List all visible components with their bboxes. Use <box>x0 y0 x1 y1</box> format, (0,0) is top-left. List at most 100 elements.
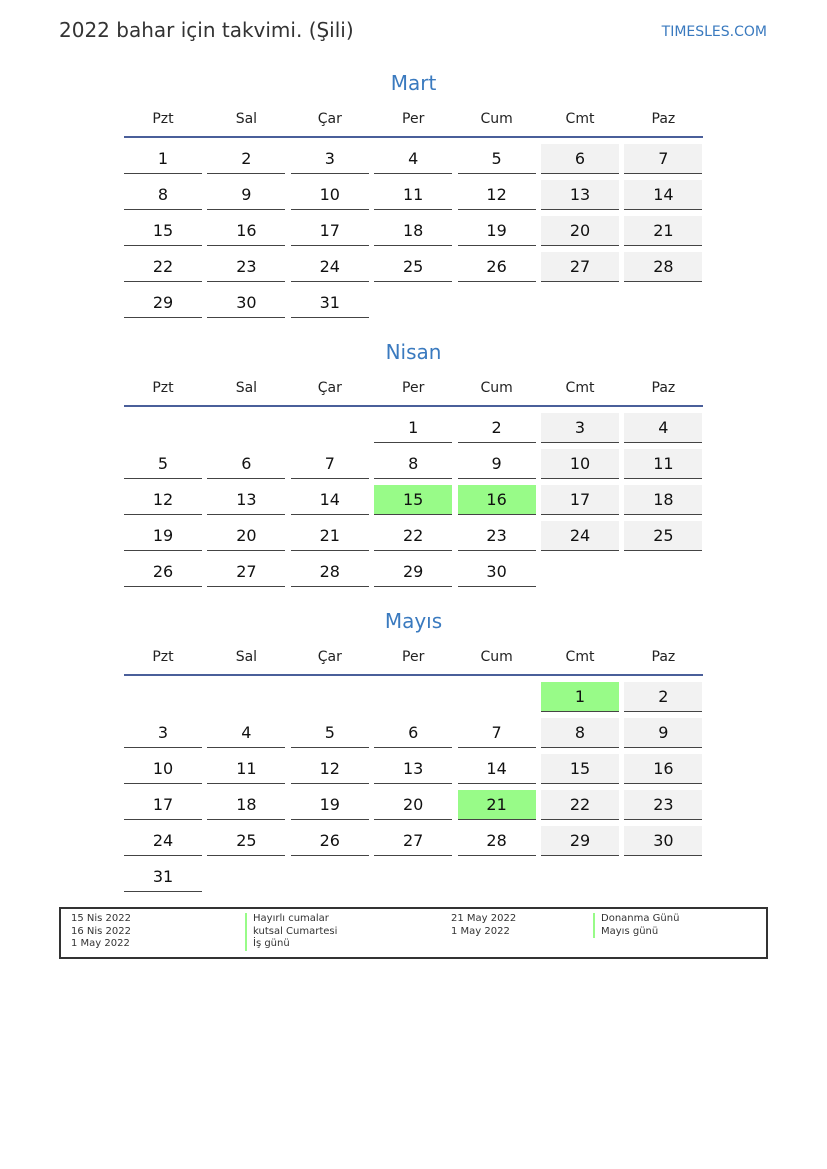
header-rule <box>124 674 703 676</box>
weekday-label: Sal <box>235 111 258 127</box>
day-cell: 4 <box>374 144 453 174</box>
weekday-label: Cmt <box>565 380 595 396</box>
day-cell: 23 <box>457 521 536 551</box>
month-title: Mayıs <box>384 609 443 633</box>
legend-names-2: Donanma Günü Mayıs günü <box>593 913 679 938</box>
holiday-day-cell: 15 <box>374 485 453 515</box>
day-cell: 27 <box>207 557 286 587</box>
day-cell: 14 <box>624 180 703 210</box>
day-cell: 28 <box>624 252 703 282</box>
day-cell: 16 <box>207 216 286 246</box>
day-cell: 6 <box>541 144 619 174</box>
day-cell: 28 <box>290 557 369 587</box>
holiday-legend: 15 Nis 2022 16 Nis 2022 1 May 2022 Hayır… <box>59 907 768 959</box>
day-cell: 7 <box>290 449 369 479</box>
legend-holiday-name: Donanma Günü <box>593 913 679 926</box>
day-cell: 26 <box>457 252 536 282</box>
day-cell: 24 <box>290 252 369 282</box>
day-cell: 19 <box>290 790 369 820</box>
day-cell: 1 <box>124 144 202 174</box>
legend-holiday-name: İş günü <box>245 938 337 951</box>
day-cell: 30 <box>624 826 703 856</box>
weekday-label: Çar <box>317 649 342 665</box>
day-cell: 13 <box>207 485 286 515</box>
day-cell: 1 <box>374 413 453 443</box>
day-cell: 4 <box>624 413 703 443</box>
day-cell: 15 <box>541 754 619 784</box>
day-cell: 19 <box>124 521 202 551</box>
day-cell: 22 <box>124 252 202 282</box>
day-cell: 21 <box>624 216 703 246</box>
day-cell: 29 <box>124 288 202 318</box>
day-cell: 21 <box>290 521 369 551</box>
legend-dates-2: 21 May 2022 1 May 2022 <box>451 913 516 938</box>
legend-names-1: Hayırlı cumalar kutsal Cumartesi İş günü <box>245 913 337 951</box>
day-cell: 31 <box>124 862 202 892</box>
header-rule <box>124 405 703 407</box>
month-title: Mart <box>390 71 437 95</box>
weekday-label: Çar <box>317 111 342 127</box>
day-cell: 11 <box>207 754 286 784</box>
weekday-label: Çar <box>317 380 342 396</box>
day-cell: 27 <box>541 252 619 282</box>
day-cell: 12 <box>290 754 369 784</box>
legend-date: 16 Nis 2022 <box>71 925 131 937</box>
weekday-label: Pzt <box>152 111 174 127</box>
month-title: Nisan <box>385 340 442 364</box>
day-cell: 19 <box>457 216 536 246</box>
day-cell: 29 <box>541 826 619 856</box>
day-cell: 26 <box>124 557 202 587</box>
header-rule <box>124 136 703 138</box>
weekday-label: Cum <box>480 649 513 665</box>
legend-holiday-name: kutsal Cumartesi <box>245 925 337 938</box>
weekday-label: Paz <box>651 649 676 665</box>
day-cell: 30 <box>207 288 286 318</box>
day-cell: 26 <box>290 826 369 856</box>
day-cell: 22 <box>374 521 453 551</box>
day-cell: 29 <box>374 557 453 587</box>
weekday-label: Cum <box>480 380 513 396</box>
weekday-label: Cmt <box>565 111 595 127</box>
day-cell: 25 <box>207 826 286 856</box>
page-title: 2022 bahar için takvimi. (Şili) <box>59 18 354 42</box>
day-cell: 14 <box>290 485 369 515</box>
day-cell: 17 <box>541 485 619 515</box>
day-cell: 16 <box>624 754 703 784</box>
day-cell: 20 <box>374 790 453 820</box>
weekday-label: Paz <box>651 380 676 396</box>
day-cell: 3 <box>541 413 619 443</box>
weekday-label: Paz <box>651 111 676 127</box>
day-cell: 15 <box>124 216 202 246</box>
day-cell: 11 <box>624 449 703 479</box>
legend-date: 1 May 2022 <box>71 938 130 949</box>
day-cell: 12 <box>457 180 536 210</box>
day-cell: 7 <box>457 718 536 748</box>
weekday-label: Pzt <box>152 380 174 396</box>
day-cell: 22 <box>541 790 619 820</box>
day-cell: 18 <box>374 216 453 246</box>
day-cell: 28 <box>457 826 536 856</box>
weekday-label: Sal <box>235 380 258 396</box>
weekday-label: Per <box>402 380 425 396</box>
legend-holiday-name: Hayırlı cumalar <box>245 913 337 926</box>
brand-link[interactable]: TIMESLES.COM <box>661 24 767 40</box>
day-cell: 17 <box>124 790 202 820</box>
legend-date: 21 May 2022 <box>451 913 517 924</box>
day-cell: 5 <box>290 718 369 748</box>
day-cell: 25 <box>374 252 453 282</box>
legend-dates-1: 15 Nis 2022 16 Nis 2022 1 May 2022 <box>71 913 131 951</box>
day-cell: 14 <box>457 754 536 784</box>
legend-date: 15 Nis 2022 <box>71 913 131 924</box>
day-cell: 2 <box>457 413 536 443</box>
legend-holiday-name: Mayıs günü <box>593 925 679 938</box>
day-cell: 4 <box>207 718 286 748</box>
day-cell: 9 <box>624 718 703 748</box>
weekday-label: Pzt <box>152 649 174 665</box>
day-cell: 20 <box>541 216 619 246</box>
weekday-label: Cum <box>480 111 513 127</box>
weekday-label: Per <box>402 649 425 665</box>
day-cell: 6 <box>207 449 286 479</box>
day-cell: 9 <box>207 180 286 210</box>
day-cell: 8 <box>541 718 619 748</box>
